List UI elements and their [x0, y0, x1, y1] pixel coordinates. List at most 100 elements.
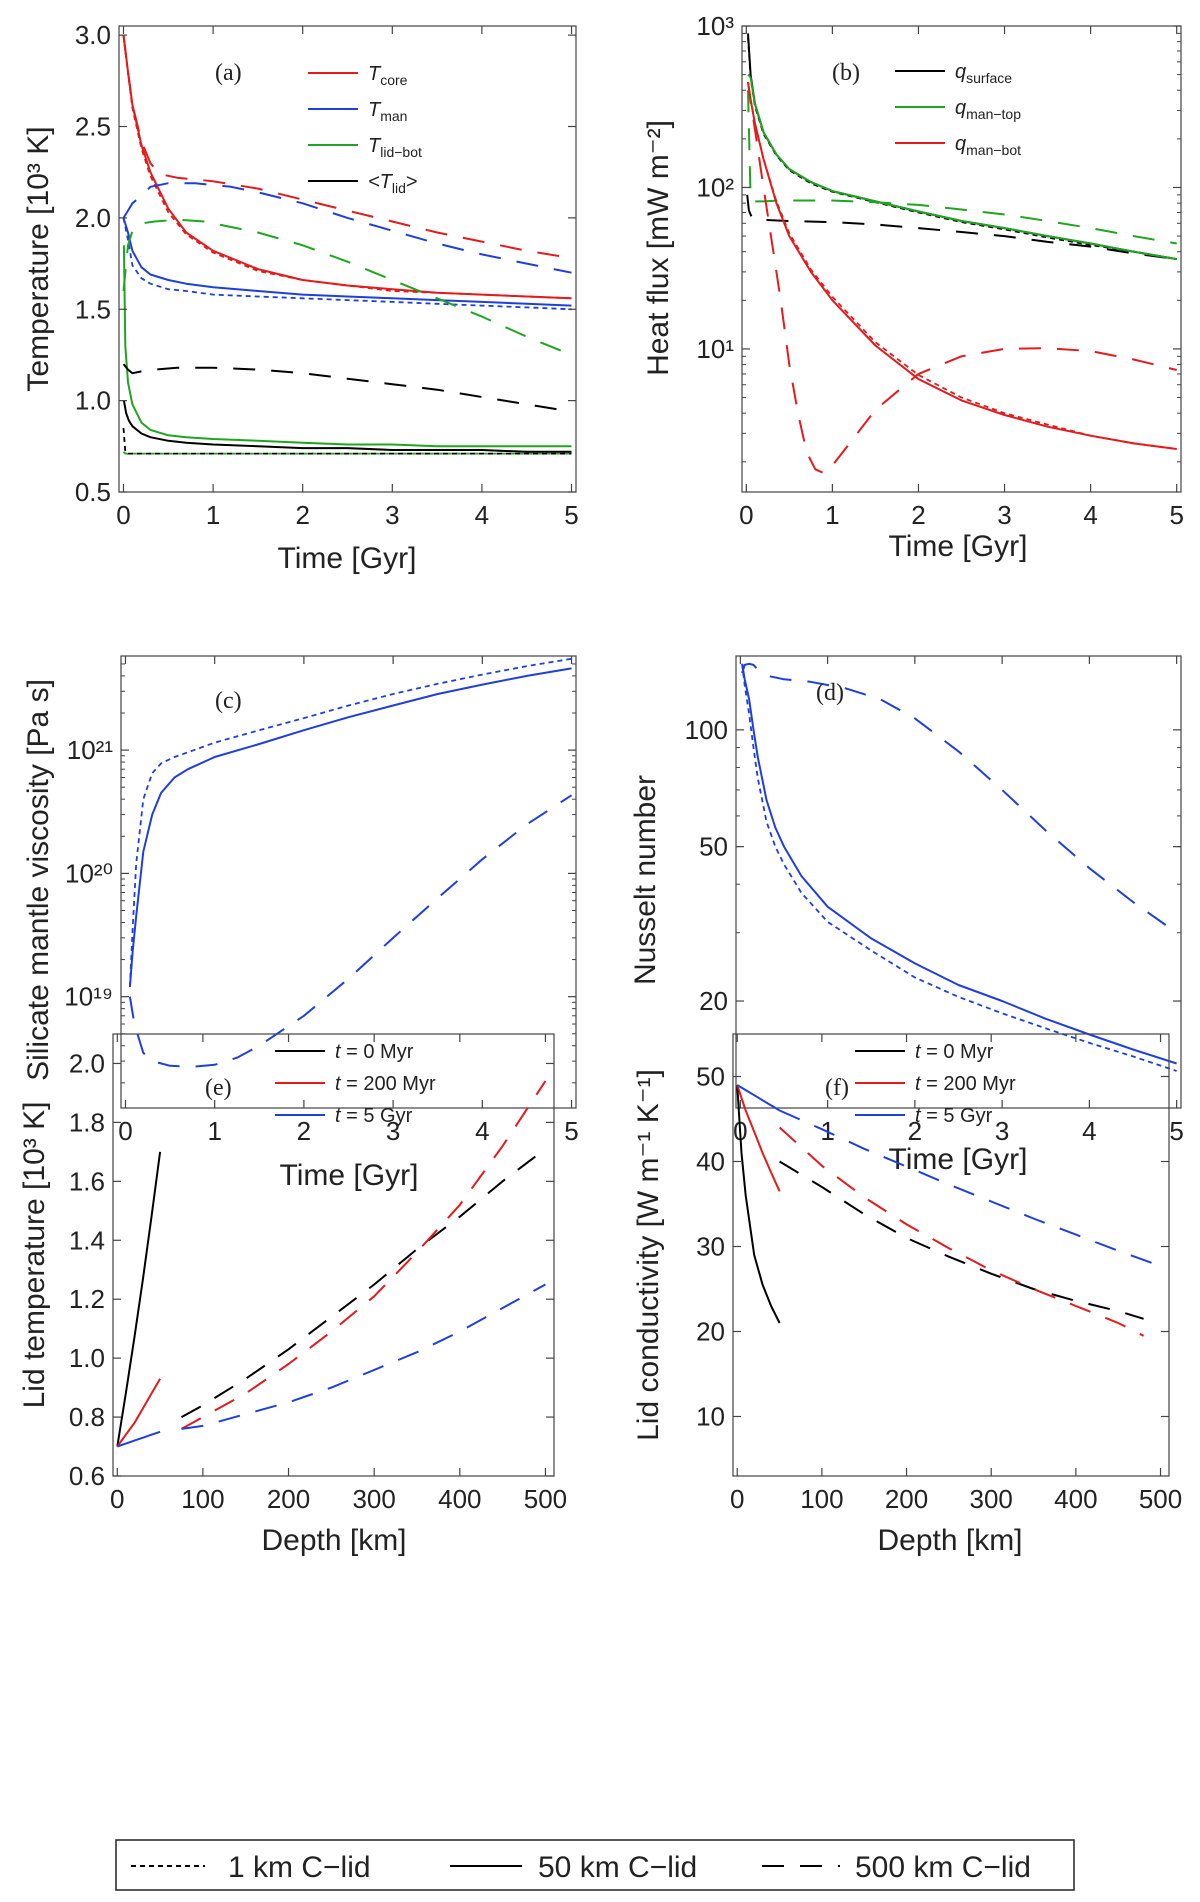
panel-e-ylabel: Lid temperature [10³ K] [18, 1102, 51, 1409]
panel-a-legend-label-3: <Tlid> [368, 171, 418, 196]
panel-c-ylabel: Silicate mantle viscosity [Pa s] [22, 679, 55, 1081]
panel-d-xtick-label-3: 3 [995, 1116, 1009, 1146]
panel-f-series-0 [736, 1084, 781, 1324]
panel-e-ytick-label-5: 1.6 [69, 1166, 105, 1196]
panel-b-ylabel: Heat flux [mW m⁻²] [642, 120, 675, 376]
panel-c-series-2 [128, 794, 573, 1068]
panel-d-xtick-label-4: 4 [1082, 1116, 1096, 1146]
panel-a-series-1 [122, 34, 572, 300]
panel-c-plot [128, 657, 573, 1068]
panel-f-xtick-label-5: 500 [1139, 1484, 1182, 1514]
panel-b-series-7 [747, 81, 1177, 475]
panel-e-series-3 [181, 1148, 547, 1418]
panel-b-xtick-label-3: 3 [997, 500, 1011, 530]
panel-b-legend: qsurface qman−top qman−bot [895, 61, 1021, 158]
panel-b-series-5 [747, 81, 1177, 450]
panel-b-legend-label-0: qsurface [955, 61, 1012, 86]
panel-b-label: (b) [832, 60, 860, 86]
panel-b-plot [746, 33, 1177, 475]
panel-f: 0 100 200 300 400 500 10 20 30 40 50 (f) Depth [km… [632, 1033, 1182, 1557]
panel-e-xtick-label-0: 0 [110, 1484, 124, 1514]
panel-a-series-11 [122, 363, 572, 413]
panel-b-legend-label-2: qman−bot [955, 133, 1021, 158]
panel-c-xtick-label-3: 3 [386, 1116, 400, 1146]
panel-a-ytick-label-2: 1.5 [75, 294, 111, 324]
panel-f-ytick-label-0: 10 [696, 1402, 725, 1432]
panel-f-ylabel: Lid conductivity [W m⁻¹ K⁻¹] [632, 1069, 665, 1441]
panel-e-plot [116, 1080, 547, 1448]
panel-f-xtick-label-3: 300 [970, 1484, 1013, 1514]
panel-e: 0 100 200 300 400 500 0.6 0.8 1.0 1.2 1.4 1.6 1.8 2.0… [18, 1033, 567, 1557]
panel-f-ytick-label-1: 20 [696, 1317, 725, 1347]
panel-c-xtick-label-4: 4 [475, 1116, 489, 1146]
panel-e-legend-label-2: t = 5 Gyr [335, 1105, 413, 1127]
panel-e-ytick-label-6: 1.8 [69, 1107, 105, 1137]
panel-f-legend-label-2: t = 5 Gyr [915, 1105, 993, 1127]
panel-f-legend-label-1: t = 200 Myr [915, 1073, 1016, 1095]
panel-a-legend-label-0: Tcore [368, 63, 408, 88]
panel-a-xlabel: Time [Gyr] [278, 542, 417, 575]
panel-e-legend-label-1: t = 200 Myr [335, 1073, 436, 1095]
bottom-legend-label-50km: 50 km C−lid [538, 1851, 697, 1884]
panel-c-xtick-label-2: 2 [297, 1116, 311, 1146]
panel-a-frame [118, 25, 577, 493]
panel-d-xtick-label-2: 2 [908, 1116, 922, 1146]
panel-f-xtick-label-2: 200 [885, 1484, 928, 1514]
panel-a-series-0 [122, 34, 572, 300]
panel-b-series-6 [747, 81, 1177, 450]
panel-f-axes: 0 100 200 300 400 500 10 20 30 40 50 [696, 1034, 1182, 1514]
panel-c-label: (c) [215, 688, 242, 714]
panel-f-legend-label-0: t = 0 Myr [915, 1041, 994, 1063]
panel-c-xlabel: Time [Gyr] [280, 1159, 419, 1192]
panel-f-series-5 [779, 1109, 1161, 1267]
panel-e-axes: 0 100 200 300 400 500 0.6 0.8 1.0 1.2 1.4 1.6 1.8 2.0 [69, 1034, 567, 1514]
panel-a-ytick-label-1: 1.0 [75, 386, 111, 416]
panel-a: 0 1 2 3 4 50.51.01.52.02.53.0 (a) Time [Gyr] … [22, 20, 579, 575]
panel-f-series-1 [736, 1084, 781, 1192]
panel-e-series-4 [181, 1080, 547, 1430]
panel-b-xtick-label-0: 0 [739, 500, 753, 530]
panel-e-ytick-label-3: 1.2 [69, 1284, 105, 1314]
panel-f-xtick-label-4: 400 [1054, 1484, 1097, 1514]
panel-a-ylabel: Temperature [10³ K] [22, 126, 55, 391]
panel-e-ytick-label-4: 1.4 [69, 1225, 105, 1255]
panel-e-series-1 [116, 1378, 161, 1448]
panel-a-axes: 0 1 2 3 4 5 0.5 1.0 1.5 2.0 2.5 3.0 [75, 20, 579, 530]
panel-b-ytick-label-0: 10¹ [696, 334, 734, 364]
panel-a-plot [122, 34, 572, 455]
panel-e-legend-label-0: t = 0 Myr [335, 1041, 414, 1063]
panel-b-xtick-label-2: 2 [911, 500, 925, 530]
panel-a-ytick-label-0: 0.5 [75, 477, 111, 507]
panel-e-ytick-label-2: 1.0 [69, 1343, 105, 1373]
panel-e-series-2 [116, 1430, 161, 1448]
panel-f-frame [732, 1033, 1170, 1477]
panel-f-series-4 [778, 1126, 1145, 1337]
panel-e-label: (e) [205, 1075, 232, 1101]
panel-e-frame [112, 1033, 555, 1477]
panel-d-ytick-label-1: 50 [699, 832, 728, 862]
panel-d-series-1 [741, 663, 1177, 1072]
panel-e-ytick-label-1: 0.8 [69, 1402, 105, 1432]
panel-a-xtick-label-5: 5 [564, 500, 578, 530]
panel-d-series-2 [741, 662, 1178, 934]
panel-a-series-2 [122, 34, 572, 260]
panel-a-series-6 [122, 245, 572, 448]
panel-a-xtick-label-2: 2 [295, 500, 309, 530]
panel-c-xtick-label-1: 1 [207, 1116, 221, 1146]
panel-e-ytick-label-0: 0.6 [69, 1461, 105, 1491]
bottom-legend-label-500km: 500 km C−lid [855, 1851, 1031, 1884]
panel-e-legend: t = 0 Myr t = 200 Myr t = 5 Gyr [275, 1041, 436, 1127]
panel-a-series-7 [122, 451, 572, 455]
panel-a-xtick-label-3: 3 [385, 500, 399, 530]
panel-f-xlabel: Depth [km] [877, 1524, 1022, 1557]
panel-f-series-2 [736, 1084, 781, 1112]
panel-c-series-0 [128, 667, 572, 987]
panel-d-ytick-label-0: 20 [699, 986, 728, 1016]
panel-c-frame [120, 655, 577, 1109]
panel-f-xtick-label-0: 0 [730, 1484, 744, 1514]
bottom-legend: 1 km C−lid 50 km C−lid 500 km C−lid [115, 1839, 1075, 1891]
panel-b-xtick-label-1: 1 [825, 500, 839, 530]
panel-b-series-3 [747, 73, 1177, 261]
panel-d-frame [735, 655, 1182, 1109]
panel-b: 0 1 2 3 4 5 10¹ 10² 10³ (b) Time [Gyr] Heat flux… [642, 11, 1184, 563]
